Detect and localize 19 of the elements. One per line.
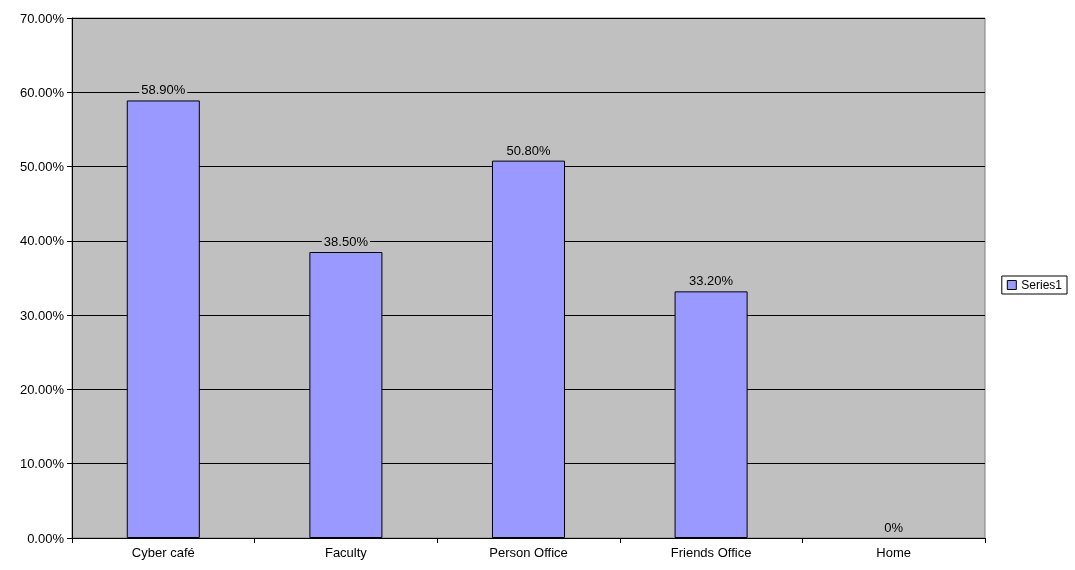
data-label: 50.80% [506, 142, 551, 158]
y-tick-label: 10.00% [19, 456, 65, 472]
x-tick-label: Faculty [324, 545, 368, 560]
data-label: 38.50% [323, 234, 369, 249]
y-tick-label: 0.00% [27, 530, 65, 546]
y-tick-label: 70.00% [19, 10, 65, 26]
x-tick-label: Friends Office [670, 545, 752, 560]
x-tick-label: Home [876, 545, 912, 560]
data-label: 33.20% [689, 273, 734, 289]
y-tick-label: 60.00% [19, 84, 65, 100]
legend-label: Series1 [1021, 278, 1063, 292]
x-tick-label: Cyber café [131, 545, 195, 560]
y-tick-label: 40.00% [19, 233, 65, 249]
data-label: 0% [884, 520, 904, 535]
y-tick-label: 30.00% [19, 307, 65, 323]
y-tick-label: 50.00% [19, 159, 65, 175]
data-label: 58.90% [141, 82, 186, 98]
y-tick-label: 20.00% [19, 381, 65, 397]
x-tick-label: Person Office [489, 545, 568, 560]
